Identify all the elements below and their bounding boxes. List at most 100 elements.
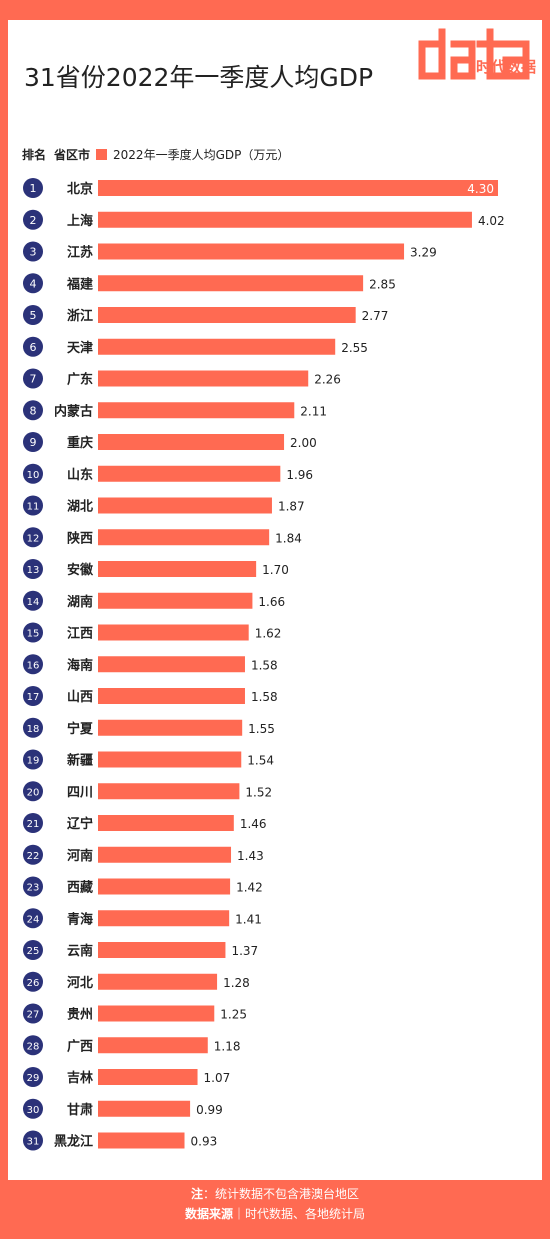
value-label: 0.93: [191, 1135, 218, 1149]
rank-number: 19: [27, 756, 40, 767]
bar: [98, 973, 218, 990]
province-label: 吉林: [67, 1070, 93, 1086]
bar: [98, 910, 230, 927]
value-label: 1.41: [235, 912, 262, 926]
rank-circle: [23, 432, 43, 452]
province-label: 内蒙古: [54, 403, 93, 419]
province-label: 北京: [67, 181, 93, 197]
rank-circle: [23, 305, 43, 325]
bar: [98, 751, 242, 768]
bar: [98, 815, 234, 831]
footer-source: 数据来源｜时代数据、各地统计局: [8, 1205, 542, 1222]
value-label: 4.02: [478, 214, 505, 228]
rank-circle: [23, 1098, 43, 1119]
rank-number: 21: [27, 819, 40, 830]
rank-number: 31: [27, 1137, 40, 1148]
value-label: 1.66: [258, 595, 285, 609]
province-label: 河北: [67, 975, 93, 991]
bar: [98, 497, 272, 514]
rank-number: 10: [27, 470, 40, 481]
province-label: 四川: [67, 785, 93, 800]
province-label: 湖北: [67, 500, 93, 515]
rank-circle: [23, 749, 43, 770]
bar: [98, 942, 226, 958]
province-label: 云南: [67, 943, 93, 959]
rank-circle: [23, 527, 43, 548]
province-label: 上海: [67, 213, 93, 229]
value-label: 1.62: [255, 627, 282, 641]
province-label: 黑龙江: [54, 1134, 93, 1150]
province-label: 青海: [67, 911, 93, 927]
rank-circle: [23, 273, 43, 294]
province-label: 新疆: [67, 753, 93, 769]
rank-circle: [23, 495, 43, 516]
rank-number: 17: [27, 692, 40, 703]
rank-circle: [23, 813, 43, 833]
province-label: 山西: [67, 689, 93, 705]
note-label: 注: [190, 1187, 203, 1201]
source-text: ｜时代数据、各地统计局: [233, 1207, 366, 1221]
rank-number: 25: [27, 946, 40, 957]
province-label: 山东: [67, 467, 93, 483]
rank-number: 4: [30, 277, 37, 290]
footer-note: 注：统计数据不包含港澳台地区: [8, 1185, 542, 1202]
value-label: 1.96: [286, 468, 313, 482]
rank-circle: [23, 876, 43, 897]
bar: [98, 656, 245, 673]
rank-circle: [23, 463, 43, 484]
province-label: 天津: [67, 340, 93, 356]
value-label: 1.52: [245, 785, 272, 799]
province-label: 陕西: [67, 530, 93, 546]
value-label: 4.30: [467, 182, 494, 196]
legend: 排名 省区市 2022年一季度人均GDP（万元）: [22, 144, 289, 164]
rank-circle: [23, 622, 43, 643]
value-label: 2.11: [300, 404, 327, 418]
value-label: 1.54: [247, 754, 274, 768]
province-label: 江苏: [67, 245, 93, 261]
bar: [98, 370, 309, 387]
province-label: 辽宁: [67, 816, 93, 832]
rank-number: 11: [27, 502, 40, 513]
value-label: 1.58: [251, 690, 278, 704]
province-label: 西藏: [67, 880, 93, 896]
rank-number: 24: [27, 914, 40, 925]
rank-number: 9: [30, 436, 37, 449]
province-label: 江西: [67, 626, 93, 642]
rank-number: 22: [27, 851, 40, 862]
rank-circle: [23, 717, 43, 738]
bar: [98, 1132, 185, 1149]
chart-title: 31省份2022年一季度人均GDP: [24, 63, 374, 92]
rank-circle: [23, 241, 43, 262]
rank-circle: [23, 908, 43, 929]
value-label: 3.29: [410, 246, 437, 260]
rank-number: 26: [27, 978, 40, 989]
rank-circle: [23, 590, 43, 611]
rank-circle: [23, 971, 43, 992]
legend-rank-label: 排名: [22, 147, 47, 162]
value-label: 1.46: [240, 817, 267, 831]
bar: [98, 1037, 208, 1054]
rank-circle: [23, 844, 43, 865]
bar: [98, 1100, 191, 1117]
province-label: 河南: [67, 848, 93, 864]
rank-number: 20: [27, 787, 40, 798]
rank-circle: [23, 1035, 43, 1056]
rank-number: 18: [27, 724, 40, 735]
rank-circle: [23, 559, 43, 579]
province-label: 重庆: [67, 435, 93, 451]
value-label: 1.55: [248, 722, 275, 736]
province-label: 甘肃: [67, 1102, 93, 1118]
rank-number: 14: [27, 597, 40, 608]
province-label: 海南: [67, 657, 93, 673]
value-label: 1.18: [214, 1039, 241, 1053]
legend-swatch: [96, 148, 108, 160]
bar: [98, 783, 240, 800]
bar: [98, 592, 253, 609]
value-label: 1.07: [204, 1071, 231, 1085]
province-label: 福建: [66, 276, 93, 292]
bar: [98, 624, 249, 641]
bar: [98, 529, 270, 546]
value-label: 1.87: [278, 500, 305, 514]
